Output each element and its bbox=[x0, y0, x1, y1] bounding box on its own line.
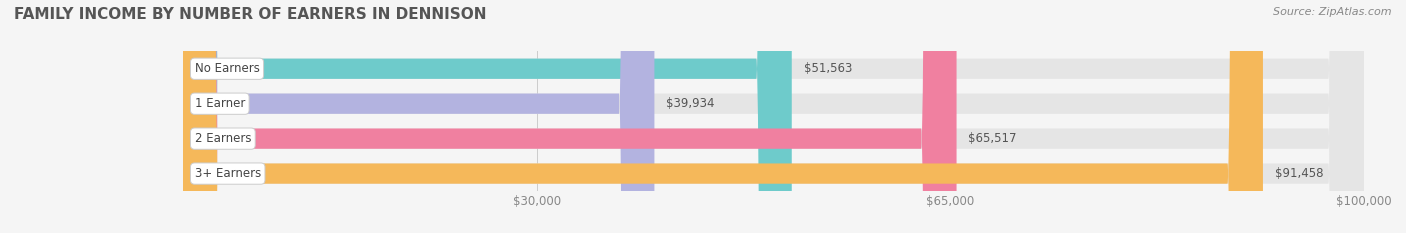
Text: 1 Earner: 1 Earner bbox=[194, 97, 245, 110]
FancyBboxPatch shape bbox=[183, 0, 956, 233]
Text: No Earners: No Earners bbox=[194, 62, 260, 75]
Text: $65,517: $65,517 bbox=[969, 132, 1017, 145]
FancyBboxPatch shape bbox=[183, 0, 1364, 233]
Text: Source: ZipAtlas.com: Source: ZipAtlas.com bbox=[1274, 7, 1392, 17]
Text: 3+ Earners: 3+ Earners bbox=[194, 167, 262, 180]
FancyBboxPatch shape bbox=[183, 0, 1364, 233]
Text: $51,563: $51,563 bbox=[804, 62, 852, 75]
Text: $91,458: $91,458 bbox=[1275, 167, 1323, 180]
Text: $39,934: $39,934 bbox=[666, 97, 714, 110]
Text: 2 Earners: 2 Earners bbox=[194, 132, 252, 145]
FancyBboxPatch shape bbox=[183, 0, 1263, 233]
FancyBboxPatch shape bbox=[183, 0, 1364, 233]
FancyBboxPatch shape bbox=[183, 0, 792, 233]
Text: FAMILY INCOME BY NUMBER OF EARNERS IN DENNISON: FAMILY INCOME BY NUMBER OF EARNERS IN DE… bbox=[14, 7, 486, 22]
FancyBboxPatch shape bbox=[183, 0, 1364, 233]
FancyBboxPatch shape bbox=[183, 0, 654, 233]
